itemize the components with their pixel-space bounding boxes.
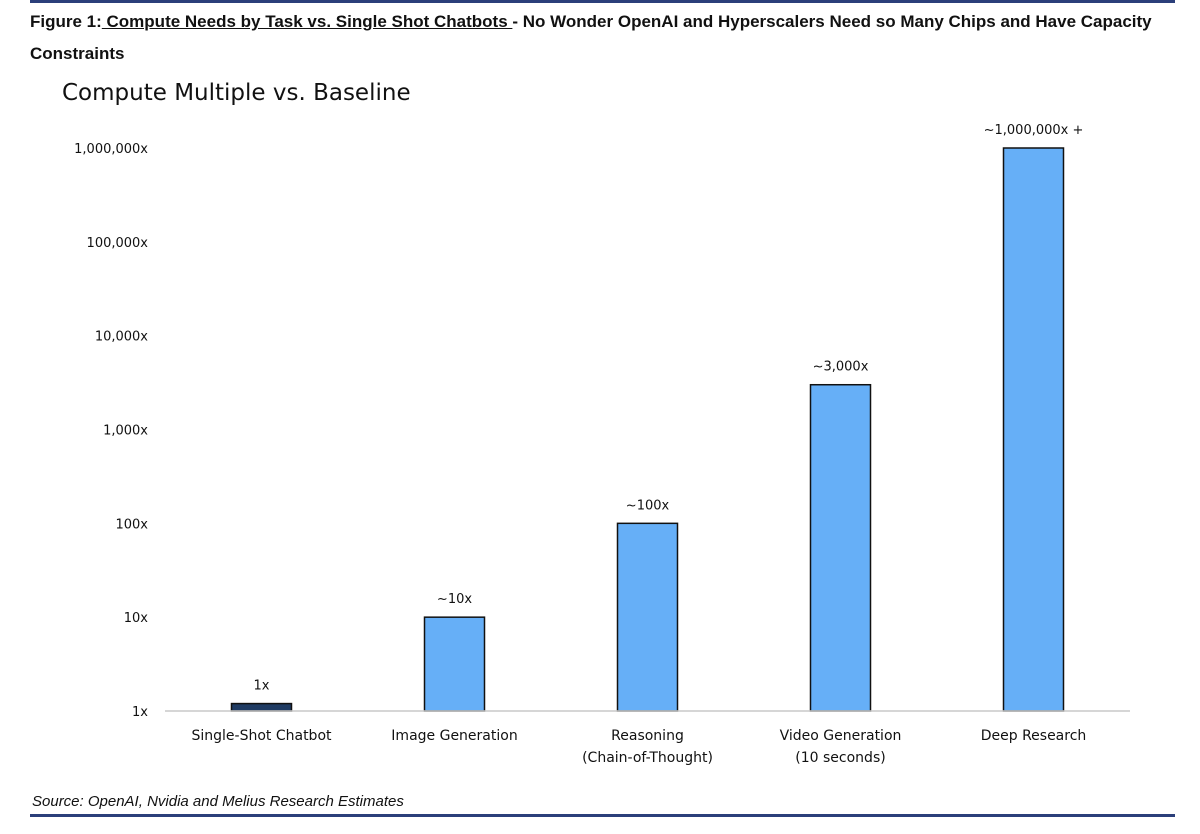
category-label: Deep Research	[981, 728, 1087, 744]
bottom-rule	[30, 814, 1175, 817]
category-label: (10 seconds)	[795, 750, 885, 766]
data-label: 1x	[254, 679, 270, 694]
bar	[616, 522, 679, 712]
figure-title-rest: - No Wonder OpenAI and Hyperscalers Need…	[30, 12, 1152, 63]
category-label: (Chain-of-Thought)	[582, 750, 713, 766]
category-label: Video Generation	[780, 728, 902, 744]
source-note: Source: OpenAI, Nvidia and Melius Resear…	[32, 793, 404, 810]
data-label: ~10x	[437, 592, 472, 607]
y-tick-label: 10x	[124, 611, 149, 626]
chart-title: Compute Multiple vs. Baseline	[62, 80, 411, 106]
y-tick-label: 100x	[115, 517, 148, 532]
bar	[230, 702, 293, 712]
data-label: ~1,000,000x +	[984, 123, 1084, 138]
figure-heading: Figure 1: Compute Needs by Task vs. Sing…	[30, 6, 1180, 70]
y-tick-label: 100,000x	[87, 236, 149, 251]
bar	[1002, 147, 1065, 712]
figure-label: Figure 1:	[30, 12, 102, 31]
top-rule	[30, 0, 1175, 3]
category-label: Single-Shot Chatbot	[191, 728, 332, 744]
y-tick-label: 1x	[132, 705, 148, 720]
data-label: ~3,000x	[813, 360, 869, 375]
bar	[809, 383, 872, 712]
y-tick-label: 10,000x	[95, 330, 148, 345]
data-label: ~100x	[626, 498, 670, 513]
figure-title-underlined: Compute Needs by Task vs. Single Shot Ch…	[101, 12, 513, 31]
y-tick-label: 1,000x	[103, 424, 148, 439]
category-label: Image Generation	[391, 728, 517, 744]
category-label: Reasoning	[611, 728, 684, 744]
bar	[423, 616, 486, 712]
y-tick-label: 1,000,000x	[74, 142, 148, 157]
